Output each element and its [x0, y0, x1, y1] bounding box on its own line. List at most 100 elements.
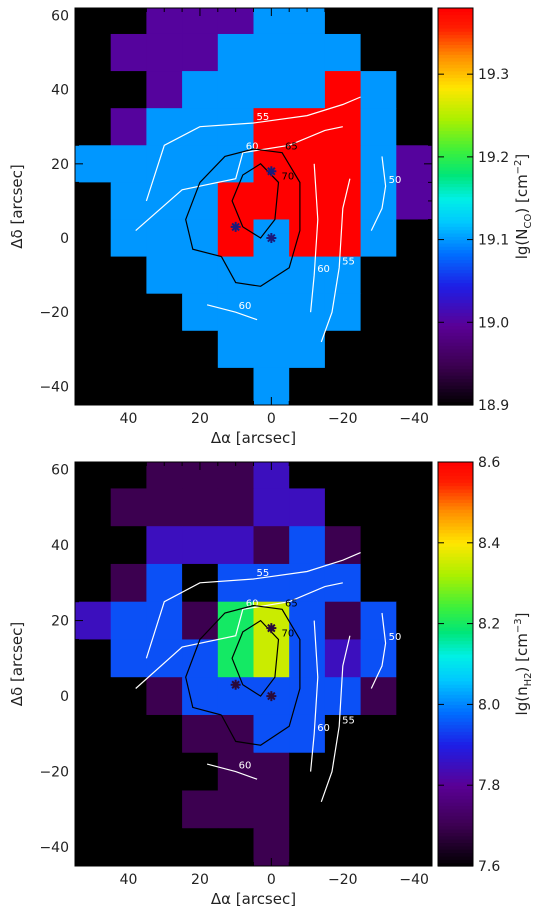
colorbar-tick-label: 19.0	[478, 315, 509, 331]
heatmap-cell	[146, 488, 182, 526]
heatmap-cells	[75, 8, 433, 406]
heatmap-cell	[218, 639, 254, 677]
heatmap-cell	[325, 602, 361, 640]
heatmap-cell	[218, 71, 254, 109]
contour-label: 55	[257, 568, 270, 579]
y-tick-label: 40	[51, 83, 69, 99]
heatmap-cell	[146, 257, 182, 295]
panel-1: 50 55 55 60 60 60 65 70 40 20 0 −20 −40 −40 −20 0 20 40 60…	[8, 8, 534, 447]
heatmap-cell	[111, 753, 147, 791]
heatmap-cell	[218, 828, 254, 866]
heatmap-cell	[325, 108, 361, 146]
heatmap-cell	[361, 677, 397, 715]
heatmap-cell	[289, 564, 325, 602]
heatmap-cell	[111, 602, 147, 640]
heatmap-cell	[396, 488, 432, 526]
colorbar-tick-label: 19.2	[478, 150, 509, 166]
contour-label: 70	[281, 628, 294, 639]
heatmap-cell	[218, 108, 254, 146]
heatmap-cell	[218, 257, 254, 295]
heatmap-cell	[325, 294, 361, 332]
contour-label: 65	[285, 142, 298, 153]
heatmap-cells	[75, 462, 433, 867]
heatmap-cell	[289, 790, 325, 828]
heatmap-cell	[254, 790, 290, 828]
heatmap-cell	[254, 488, 290, 526]
heatmap-cell	[146, 219, 182, 257]
heatmap-cell	[218, 462, 254, 489]
heatmap-cell	[218, 331, 254, 369]
heatmap-cell	[289, 182, 325, 220]
heatmap-cell	[146, 753, 182, 791]
heatmap-cell	[289, 753, 325, 791]
heatmap-cell	[218, 790, 254, 828]
x-tick-label: −20	[328, 872, 358, 888]
heatmap-cell	[254, 34, 290, 72]
heatmap-cell	[111, 294, 147, 332]
y-tick-label: −20	[39, 305, 69, 321]
contour-label: 60	[239, 761, 252, 772]
heatmap-cell	[75, 182, 111, 220]
heatmap-cell	[289, 331, 325, 369]
contour-label: 55	[342, 715, 355, 726]
heatmap-cell	[325, 331, 361, 369]
heatmap-cell	[111, 34, 147, 72]
y-tick-label: 20	[51, 614, 69, 630]
heatmap-cell	[182, 294, 218, 332]
heatmap-cell	[75, 34, 111, 72]
heatmap-cell	[361, 753, 397, 791]
heatmap-cell	[111, 257, 147, 295]
colorbar-title: lg(nH2) [cm−3]	[513, 613, 534, 716]
heatmap-cell	[325, 790, 361, 828]
heatmap-cell	[289, 71, 325, 109]
heatmap-cell	[289, 108, 325, 146]
heatmap-cell	[361, 294, 397, 332]
colorbar-segment	[438, 8, 473, 12]
heatmap-cell	[325, 488, 361, 526]
star-marker	[266, 691, 276, 701]
heatmap-cell	[218, 564, 254, 602]
heatmap-cell	[182, 526, 218, 564]
heatmap-cell	[289, 526, 325, 564]
heatmap-cell	[254, 182, 290, 220]
heatmap-cell	[396, 790, 432, 828]
heatmap-cell	[361, 715, 397, 753]
heatmap-cell	[289, 677, 325, 715]
heatmap-cell	[361, 257, 397, 295]
heatmap-cell	[75, 108, 111, 146]
heatmap-cell	[361, 108, 397, 146]
heatmap-cell	[75, 639, 111, 677]
contour-label: 60	[317, 264, 330, 275]
heatmap-cell	[218, 526, 254, 564]
heatmap-cell	[396, 182, 432, 220]
y-tick-label: −40	[39, 840, 69, 856]
colorbar-tick-label: 19.3	[478, 67, 509, 83]
heatmap-cell	[396, 564, 432, 602]
heatmap-cell	[146, 526, 182, 564]
heatmap-cell	[218, 34, 254, 72]
heatmap-cell	[146, 145, 182, 183]
colorbar-tick-label: 18.9	[478, 398, 509, 414]
heatmap-cell	[146, 602, 182, 640]
colorbar-tick-label: 8.6	[478, 455, 500, 471]
heatmap-cell	[182, 488, 218, 526]
heatmap-cell	[182, 71, 218, 109]
colorbar: 7.67.88.08.28.48.6lg(nH2) [cm−3]	[438, 455, 534, 875]
heatmap-cell	[361, 462, 397, 489]
heatmap-cell	[361, 488, 397, 526]
colorbar-tick-label: 19.1	[478, 233, 509, 249]
y-tick-label: 20	[51, 157, 69, 173]
heatmap-cell	[182, 753, 218, 791]
heatmap-cell	[146, 639, 182, 677]
heatmap-cell	[361, 828, 397, 866]
heatmap-cell	[182, 790, 218, 828]
colorbar-tick-label: 7.8	[478, 778, 500, 794]
x-axis-title: Δα [arcsec]	[211, 429, 296, 447]
star-marker	[266, 623, 276, 633]
heatmap-cell	[75, 257, 111, 295]
star-marker	[231, 680, 241, 690]
heatmap-cell	[289, 34, 325, 72]
heatmap-cell	[254, 639, 290, 677]
heatmap-cell	[289, 462, 325, 489]
